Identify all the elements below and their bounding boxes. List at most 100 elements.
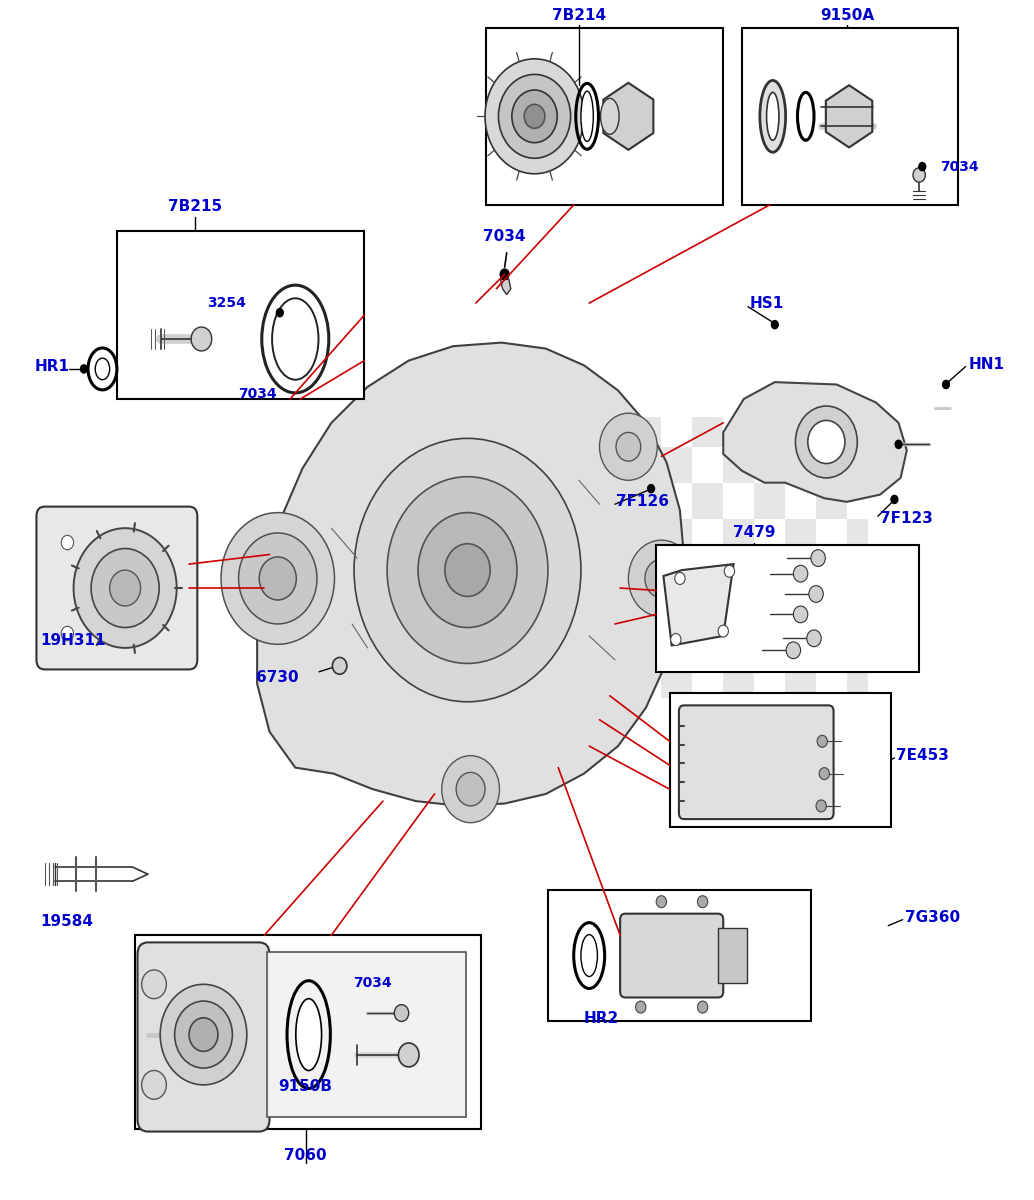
Circle shape (636, 1001, 646, 1013)
Circle shape (73, 528, 177, 648)
Polygon shape (664, 564, 733, 646)
Text: 7F126: 7F126 (616, 494, 669, 509)
Bar (816, 482, 847, 518)
Polygon shape (257, 342, 685, 806)
Circle shape (918, 162, 926, 172)
Circle shape (811, 550, 825, 566)
Bar (600, 590, 631, 626)
Bar (693, 554, 723, 590)
Circle shape (398, 1043, 419, 1067)
Bar (117, 232, 364, 398)
Circle shape (260, 557, 297, 600)
FancyBboxPatch shape (620, 913, 723, 997)
Circle shape (354, 438, 581, 702)
Bar (816, 626, 847, 662)
Circle shape (387, 476, 548, 664)
Bar (847, 590, 868, 626)
FancyBboxPatch shape (138, 942, 270, 1132)
Bar (754, 626, 785, 662)
Circle shape (80, 364, 88, 373)
Bar (600, 446, 631, 482)
Text: 7479: 7479 (733, 526, 776, 540)
Ellipse shape (581, 91, 594, 142)
Ellipse shape (581, 935, 598, 977)
Text: HN1: HN1 (969, 356, 1005, 372)
Circle shape (524, 104, 545, 128)
Circle shape (698, 1001, 708, 1013)
Ellipse shape (601, 98, 619, 134)
Circle shape (498, 74, 571, 158)
Bar (847, 518, 868, 554)
Circle shape (795, 406, 857, 478)
Circle shape (91, 548, 159, 628)
Text: 7F123: 7F123 (880, 511, 933, 526)
Circle shape (793, 565, 808, 582)
Text: 19H311: 19H311 (40, 632, 107, 648)
Bar (693, 416, 723, 446)
Bar (816, 416, 847, 446)
Bar (693, 482, 723, 518)
Bar (268, 952, 466, 1117)
Circle shape (394, 1004, 408, 1021)
Bar (662, 590, 693, 626)
Circle shape (817, 736, 827, 748)
Text: 7034: 7034 (354, 976, 392, 990)
Ellipse shape (95, 358, 110, 379)
Circle shape (816, 800, 826, 812)
Circle shape (724, 565, 734, 577)
Circle shape (793, 606, 808, 623)
Circle shape (512, 90, 557, 143)
Ellipse shape (766, 92, 779, 140)
Text: 7060: 7060 (284, 1147, 327, 1163)
Circle shape (647, 484, 656, 493)
Bar (754, 416, 785, 446)
Bar (600, 518, 631, 554)
Circle shape (456, 773, 485, 806)
Circle shape (942, 379, 950, 389)
Text: OCLARA: OCLARA (260, 534, 650, 618)
Bar (631, 416, 662, 446)
Text: 6730: 6730 (256, 671, 299, 685)
Circle shape (819, 768, 829, 780)
FancyBboxPatch shape (679, 706, 833, 820)
Polygon shape (723, 382, 907, 502)
Circle shape (276, 308, 284, 318)
Text: HR2: HR2 (584, 1010, 619, 1026)
Text: HR1: HR1 (34, 359, 69, 374)
Text: 7034: 7034 (940, 160, 978, 174)
Circle shape (61, 626, 73, 641)
Circle shape (499, 269, 510, 281)
Bar (662, 518, 693, 554)
Bar (631, 554, 662, 590)
Bar (723, 518, 754, 554)
Bar (693, 626, 723, 662)
Text: HS1: HS1 (750, 295, 785, 311)
Circle shape (675, 572, 686, 584)
Circle shape (110, 570, 141, 606)
Circle shape (61, 535, 73, 550)
Bar (662, 662, 693, 698)
Polygon shape (826, 85, 873, 148)
Bar (718, 928, 747, 983)
Circle shape (445, 544, 490, 596)
Ellipse shape (760, 80, 786, 152)
Text: 3254: 3254 (207, 296, 246, 310)
Circle shape (890, 494, 899, 504)
Bar (816, 554, 847, 590)
Polygon shape (604, 83, 653, 150)
Circle shape (786, 642, 800, 659)
Text: 7G360: 7G360 (905, 910, 960, 925)
Ellipse shape (272, 299, 318, 379)
Text: 9150A: 9150A (820, 8, 874, 23)
Ellipse shape (296, 998, 322, 1070)
Bar (631, 626, 662, 662)
Text: car  parts: car parts (369, 643, 542, 677)
Circle shape (807, 630, 821, 647)
Bar (847, 446, 868, 482)
Bar (754, 554, 785, 590)
Bar (135, 935, 481, 1129)
Bar (657, 545, 919, 672)
Circle shape (600, 413, 658, 480)
Circle shape (629, 540, 695, 617)
Circle shape (808, 420, 845, 463)
